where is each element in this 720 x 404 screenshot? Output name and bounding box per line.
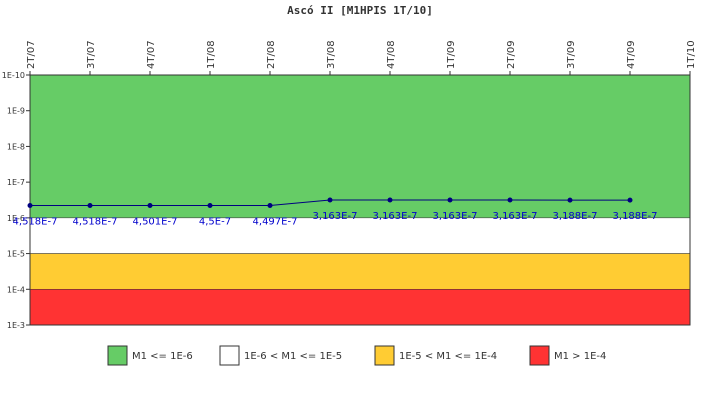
point	[327, 197, 333, 203]
x-tick-label: 2T/09	[506, 40, 517, 69]
point	[207, 202, 213, 208]
point	[387, 197, 393, 203]
value-label: 3,188E-7	[553, 211, 598, 222]
x-tick-label: 4T/07	[146, 40, 157, 69]
y-tick-label: 1E-9	[7, 107, 25, 116]
point	[447, 197, 453, 203]
x-tick-label: 3T/08	[326, 40, 337, 69]
x-tick-label: 4T/08	[386, 40, 397, 69]
legend-label: 1E-6 < M1 <= 1E-5	[244, 351, 342, 362]
legend-swatch	[374, 345, 395, 366]
point	[87, 203, 93, 209]
x-tick-label: 2T/08	[266, 40, 277, 69]
legend-label: M1 > 1E-4	[554, 351, 606, 362]
x-tick-label: 1T/10	[686, 40, 697, 69]
value-label: 3,163E-7	[313, 211, 358, 222]
value-label: 4,518E-7	[73, 217, 118, 228]
y-tick-label: 1E-10	[2, 71, 25, 80]
chart-title: Ascó II [M1HPIS 1T/10]	[287, 4, 433, 17]
y-tick-label: 1E-4	[7, 285, 25, 294]
point	[567, 197, 573, 203]
band	[29, 289, 691, 326]
point	[27, 203, 33, 209]
point	[147, 202, 153, 208]
band	[29, 74, 691, 219]
legend-label: M1 <= 1E-6	[132, 351, 193, 362]
point	[627, 197, 633, 203]
x-tick-label: 2T/07	[26, 40, 37, 69]
value-label: 3,163E-7	[493, 211, 538, 222]
band	[29, 253, 691, 290]
value-label: 4,501E-7	[133, 216, 178, 227]
x-tick-label: 3T/07	[86, 40, 97, 69]
legend-label: 1E-5 < M1 <= 1E-4	[399, 351, 497, 362]
y-tick-label: 1E-6	[7, 214, 25, 223]
x-tick-label: 1T/09	[446, 40, 457, 69]
y-tick-label: 1E-7	[7, 178, 25, 187]
legend-swatch	[529, 345, 550, 366]
legend-swatch	[107, 345, 128, 366]
y-tick-label: 1E-5	[7, 250, 25, 259]
x-tick-label: 4T/09	[626, 40, 637, 69]
legend-swatch	[219, 345, 240, 366]
point	[267, 202, 273, 208]
value-label: 4,5E-7	[199, 216, 231, 227]
value-label: 3,163E-7	[433, 211, 478, 222]
x-tick-label: 1T/08	[206, 40, 217, 69]
plot-frame	[29, 74, 691, 326]
value-label: 3,188E-7	[613, 211, 658, 222]
value-label: 3,163E-7	[373, 211, 418, 222]
y-tick-label: 1E-8	[7, 142, 25, 151]
band	[29, 217, 691, 254]
x-tick-label: 3T/09	[566, 40, 577, 69]
value-label: 4,497E-7	[253, 216, 298, 227]
value-label: 4,518E-7	[13, 217, 58, 228]
point	[507, 197, 513, 203]
y-tick-label: 1E-3	[7, 321, 25, 330]
